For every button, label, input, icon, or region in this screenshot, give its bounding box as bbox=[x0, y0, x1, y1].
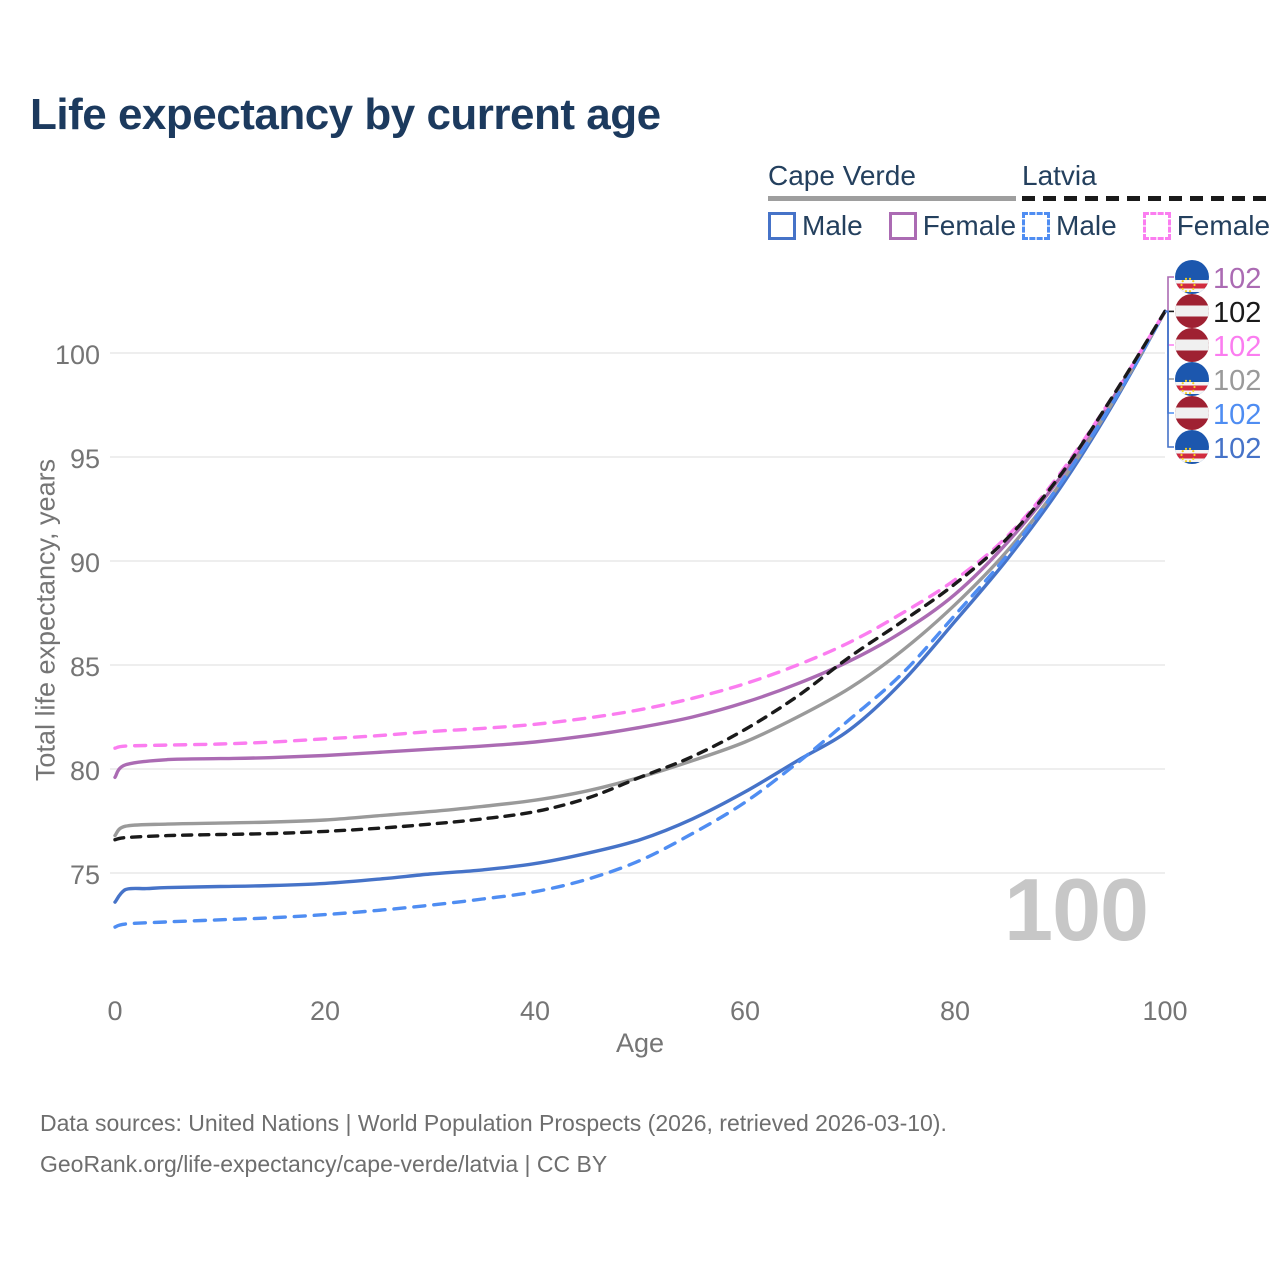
legend-group-cape-verde: Cape Verde Male Female bbox=[768, 160, 1017, 242]
y-axis-title: Total life expectancy, years bbox=[30, 458, 61, 782]
legend-item-cape-verde-male[interactable]: Male bbox=[768, 210, 863, 242]
y-tick-90: 90 bbox=[70, 548, 100, 578]
y-tick-80: 80 bbox=[70, 756, 100, 786]
x-tick-40: 40 bbox=[520, 996, 550, 1026]
legend-label-female: Female bbox=[1176, 210, 1271, 241]
legend-item-latvia-female[interactable]: Female bbox=[1142, 210, 1271, 242]
legend-item-latvia-male[interactable]: Male bbox=[1022, 210, 1117, 242]
y-tick-100: 100 bbox=[55, 340, 100, 370]
attribution-url-text: GeoRank.org/life-expectancy/cape-verde/l… bbox=[40, 1151, 608, 1177]
flag-icon-latvia bbox=[1175, 328, 1209, 362]
end-label-value: 102 bbox=[1213, 433, 1261, 465]
series-line-cape-verde-male[interactable] bbox=[113, 309, 1167, 904]
chart-title: Life expectancy by current age bbox=[30, 90, 661, 139]
end-label-leader-line bbox=[1165, 310, 1174, 414]
series-line-latvia-female[interactable] bbox=[113, 309, 1167, 750]
y-tick-75: 75 bbox=[70, 860, 100, 890]
x-tick-80: 80 bbox=[940, 996, 970, 1026]
series-line-latvia-male[interactable] bbox=[113, 309, 1167, 929]
end-label-value: 102 bbox=[1213, 297, 1261, 329]
flag-icon-latvia bbox=[1175, 294, 1209, 328]
y-tick-85: 85 bbox=[70, 652, 100, 682]
series-line-cape-verde-female[interactable] bbox=[113, 309, 1167, 780]
x-axis-title: Age bbox=[615, 1028, 665, 1058]
end-label-value: 102 bbox=[1213, 331, 1261, 363]
legend-heading-cape-verde: Cape Verde bbox=[768, 160, 916, 191]
legend-underline-dashed bbox=[1022, 196, 1271, 201]
end-label-value: 102 bbox=[1213, 399, 1261, 431]
legend-label-male: Male bbox=[802, 210, 863, 241]
flag-icon-cape-verde bbox=[1175, 362, 1209, 396]
legend-item-cape-verde-female[interactable]: Female bbox=[888, 210, 1017, 242]
end-label-latvia-female: 102 bbox=[1165, 310, 1261, 363]
legend-label-female: Female bbox=[922, 210, 1017, 241]
end-label-latvia: 102 bbox=[1165, 294, 1261, 329]
end-label-value: 102 bbox=[1213, 263, 1261, 295]
end-label-leader-line bbox=[1165, 310, 1174, 346]
end-label-leader-line bbox=[1165, 310, 1174, 448]
legend-swatch-cape-verde-male-icon bbox=[768, 212, 796, 240]
x-tick-0: 0 bbox=[107, 996, 122, 1026]
series-line-latvia[interactable] bbox=[113, 309, 1167, 842]
legend-swatch-latvia-female-icon bbox=[1142, 212, 1171, 240]
legend-underline-solid bbox=[768, 196, 1017, 201]
end-label-cape-verde: 102 bbox=[1165, 310, 1261, 397]
end-label-leader-line bbox=[1165, 276, 1174, 313]
x-tick-60: 60 bbox=[730, 996, 760, 1026]
end-label-cape-verde-female: 102 bbox=[1165, 260, 1261, 313]
legend-heading-latvia: Latvia bbox=[1022, 160, 1097, 191]
x-tick-20: 20 bbox=[310, 996, 340, 1026]
legend-swatch-cape-verde-female-icon bbox=[888, 212, 917, 240]
flag-icon-cape-verde bbox=[1175, 430, 1209, 464]
flag-icon-cape-verde bbox=[1175, 260, 1209, 294]
flag-icon-latvia bbox=[1175, 396, 1209, 430]
x-tick-100: 100 bbox=[1142, 996, 1187, 1026]
end-label-cape-verde-male: 102 bbox=[1165, 310, 1261, 465]
legend-swatch-latvia-male-icon bbox=[1022, 212, 1050, 240]
legend-group-latvia: Latvia Male Female bbox=[1022, 160, 1271, 242]
data-sources-text: Data sources: United Nations | World Pop… bbox=[40, 1110, 947, 1136]
legend-label-male: Male bbox=[1056, 210, 1117, 241]
end-label-value: 102 bbox=[1213, 365, 1261, 397]
age-indicator-watermark: 100 bbox=[1004, 860, 1149, 959]
y-tick-95: 95 bbox=[70, 444, 100, 474]
